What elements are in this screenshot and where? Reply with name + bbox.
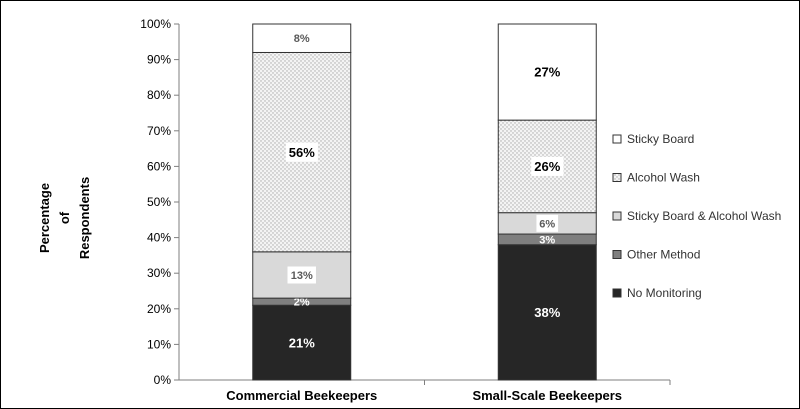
y-axis-label-line-2: of — [57, 211, 72, 224]
data-label: 8% — [294, 33, 310, 45]
data-label-bg — [531, 62, 564, 82]
legend-swatch — [612, 250, 622, 259]
legend-label: Other Method — [627, 248, 700, 262]
data-label-bg — [285, 142, 318, 162]
data-label-bg — [287, 266, 316, 284]
y-axis-label: Percentage of Respondents — [37, 177, 92, 259]
y-axis-label-line-3: Respondents — [77, 177, 92, 259]
y-tick-label: 10% — [147, 337, 171, 351]
legend-label: Sticky Board — [627, 132, 694, 146]
legend-swatch — [612, 173, 622, 182]
y-tick-label: 30% — [147, 266, 171, 280]
data-label: 3% — [539, 234, 555, 246]
y-tick-label: 70% — [147, 124, 171, 138]
y-axis-label-line-1: Percentage — [37, 183, 52, 253]
bar-segment — [252, 23, 352, 53]
legend-label: No Monitoring — [627, 286, 702, 300]
data-label: 26% — [534, 159, 560, 174]
category-label: Commercial Beekeepers — [226, 388, 377, 403]
y-tick-label: 80% — [147, 88, 171, 102]
legend-swatch — [612, 288, 622, 298]
y-tick-label: 90% — [147, 53, 171, 67]
data-label-bg — [290, 29, 313, 47]
y-tick-label: 20% — [147, 302, 171, 316]
data-label: 56% — [289, 145, 315, 160]
legend-swatch — [612, 134, 622, 144]
legend-label: Sticky Board & Alcohol Wash — [627, 209, 781, 223]
data-label: 27% — [534, 65, 560, 80]
data-label: 2% — [294, 297, 310, 309]
data-label: 21% — [289, 335, 315, 350]
y-tick-label: 40% — [147, 231, 171, 245]
legend: Sticky Board Alcohol Wash Sticky Board & A… — [612, 132, 781, 300]
data-label: 38% — [534, 305, 560, 320]
legend-swatch — [612, 211, 622, 221]
axes: 0% 10% 20% 30% 40% 50% 60% 70% 80% 90% 100% Commerc… — [140, 17, 671, 403]
bars: 21% 2% 13% 56% 8% 38% 3% 6% 26% 27% — [252, 23, 597, 381]
y-tick-label: 60% — [147, 159, 171, 173]
data-label-bg — [536, 214, 559, 232]
y-tick-label: 50% — [147, 195, 171, 209]
y-tick-label: 0% — [154, 373, 172, 387]
data-label: 13% — [291, 270, 313, 282]
category-label: Small-Scale Beekeepers — [472, 388, 622, 403]
legend-label: Alcohol Wash — [627, 171, 700, 185]
y-tick-label: 100% — [140, 17, 171, 31]
data-label-bg — [531, 156, 564, 176]
data-label: 6% — [539, 218, 555, 230]
bar-segment — [497, 244, 597, 381]
